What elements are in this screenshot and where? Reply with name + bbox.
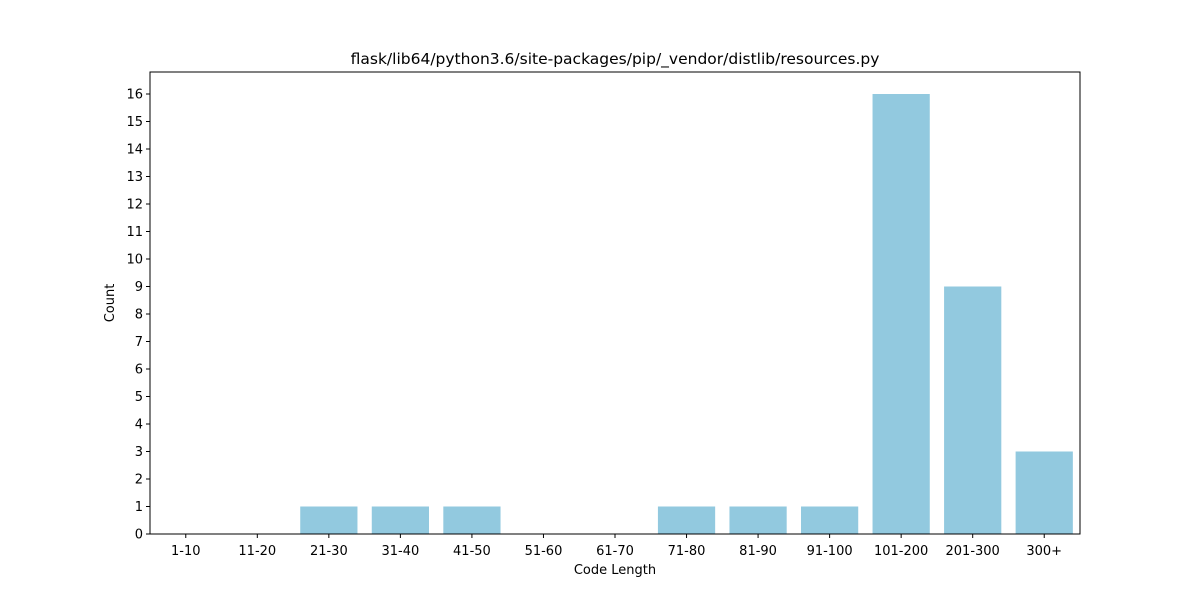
x-tick-label: 51-60 — [525, 544, 563, 559]
x-tick-label: 300+ — [1026, 544, 1062, 559]
bar-41-50 — [443, 506, 501, 534]
x-tick-label: 21-30 — [310, 544, 348, 559]
bar-81-90 — [729, 506, 787, 534]
chart-title: flask/lib64/python3.6/site-packages/pip/… — [351, 50, 880, 69]
y-tick-label: 1 — [135, 500, 143, 515]
y-tick-label: 10 — [126, 253, 143, 268]
y-tick-label: 7 — [135, 335, 143, 350]
bars-group — [300, 94, 1073, 534]
y-tick-label: 9 — [135, 280, 143, 295]
bar-300+ — [1015, 451, 1073, 534]
y-tick-label: 2 — [135, 473, 143, 488]
x-tick-label: 1-10 — [171, 544, 201, 559]
y-tick-label: 8 — [135, 308, 143, 323]
y-tick-label: 5 — [135, 390, 143, 405]
bar-91-100 — [801, 506, 859, 534]
y-tick-label: 16 — [126, 88, 143, 103]
y-tick-label: 3 — [135, 445, 143, 460]
bar-71-80 — [657, 506, 716, 534]
bar-21-30 — [300, 506, 358, 534]
bar-101-200 — [872, 94, 930, 534]
x-tick-label: 61-70 — [596, 544, 634, 559]
y-tick-label: 4 — [135, 418, 143, 433]
x-axis: 1-10 11-20 21-30 31-40 41-50 51-60 61-70 71-80 8… — [171, 534, 1062, 559]
x-tick-label: 41-50 — [453, 544, 491, 559]
y-tick-label: 12 — [126, 198, 143, 213]
x-tick-label: 71-80 — [668, 544, 706, 559]
y-tick-label: 14 — [126, 143, 143, 158]
x-tick-label: 201-300 — [946, 544, 1000, 559]
y-tick-label: 0 — [135, 528, 143, 543]
x-tick-label: 101-200 — [874, 544, 928, 559]
bar-31-40 — [371, 506, 429, 534]
x-tick-label: 31-40 — [381, 544, 419, 559]
plot-frame — [149, 71, 1081, 535]
x-tick-label: 81-90 — [739, 544, 777, 559]
x-tick-label: 91-100 — [807, 544, 853, 559]
x-tick-label: 11-20 — [238, 544, 276, 559]
y-tick-label: 13 — [126, 170, 143, 185]
y-tick-label: 6 — [135, 363, 143, 378]
y-axis-label: Count — [103, 284, 118, 323]
y-tick-label: 11 — [126, 225, 143, 240]
bar-201-300 — [944, 286, 1002, 534]
x-axis-label: Code Length — [574, 563, 656, 578]
y-tick-label: 15 — [126, 115, 143, 130]
